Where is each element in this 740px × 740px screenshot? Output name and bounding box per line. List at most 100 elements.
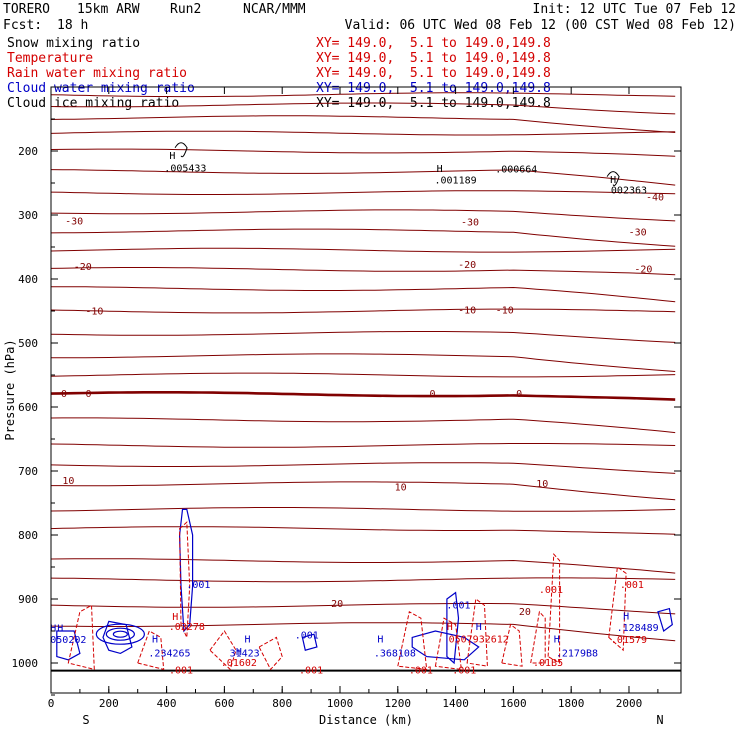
isotherm-line xyxy=(51,92,676,98)
cloud-water-contour xyxy=(56,630,81,661)
isotherm-line xyxy=(51,507,676,512)
isotherm-label: -30 xyxy=(65,216,83,227)
maximum-value-label: .001189 xyxy=(435,175,477,186)
x-tick-label: 1200 xyxy=(385,697,412,710)
isotherm-line xyxy=(51,372,676,378)
high-marker: H xyxy=(50,623,56,634)
temperature-contours xyxy=(51,92,681,672)
header-fcst-label: Fcst: xyxy=(3,18,43,33)
x-tick-label: 400 xyxy=(157,697,177,710)
maximum-value-label: .01B5 xyxy=(533,658,563,669)
high-marker: H xyxy=(437,164,443,175)
isotherm-label: 10 xyxy=(62,476,74,487)
header-model: TORERO xyxy=(3,2,50,17)
isotherm-label: 0 xyxy=(429,389,435,400)
isotherm-line xyxy=(51,169,676,186)
header-run: Run2 xyxy=(170,2,202,17)
cloud-water-contour xyxy=(301,633,318,651)
high-marker: H xyxy=(447,622,453,633)
cloud-water-contours xyxy=(56,508,673,665)
high-marker: H xyxy=(476,622,482,633)
y-tick-label: 600 xyxy=(18,401,38,414)
isotherm-line xyxy=(51,462,676,474)
isotherm-label: 10 xyxy=(536,479,548,490)
y-tick-label: 700 xyxy=(18,465,38,478)
rain-water-contour xyxy=(434,617,462,670)
y-tick-label: 400 xyxy=(18,273,38,286)
x-axis-ticks: 0 200 400 600 800 1000 1200 1400 1600 1800 2000 xyxy=(48,87,659,710)
x-tick-label: 1800 xyxy=(558,697,585,710)
y-tick-label: 500 xyxy=(18,337,38,350)
isotherm-line xyxy=(51,481,676,501)
rain-water-contour xyxy=(258,636,283,671)
cloud-water-core xyxy=(105,627,135,641)
high-marker: H xyxy=(377,634,383,645)
maximum-value-label: 050202 xyxy=(50,635,86,646)
cloud-ice-contour xyxy=(606,171,620,187)
header-org: NCAR/MMM xyxy=(243,2,306,17)
field-name-cloud-water: Cloud water mixing ratio xyxy=(7,81,195,96)
isotherm-line xyxy=(51,558,676,574)
maximum-value-label: .001 xyxy=(539,585,563,596)
isotherm-label: -30 xyxy=(629,227,647,238)
north-label: N xyxy=(656,713,663,727)
contour-labels: -40 -30 -30 -30 -20 -20 -20 -10 -10 -10 0 0 0 0 10 10 10… xyxy=(50,151,664,677)
x-axis-title: Distance (km) xyxy=(319,713,413,727)
isotherm-line xyxy=(51,443,676,448)
maximum-value-label: .000664 xyxy=(495,165,537,176)
field-name-temperature: Temperature xyxy=(7,51,94,66)
rain-water-contour xyxy=(501,623,523,667)
cloud-ice-contour xyxy=(174,142,188,158)
header-init: Init: 12 UTC Tue 07 Feb 12 xyxy=(532,2,737,17)
high-marker: H xyxy=(152,634,158,645)
isotherm-line xyxy=(51,308,676,314)
x-tick-label: 800 xyxy=(272,697,292,710)
cloud-water-contour xyxy=(446,591,460,665)
isotherm-label: -30 xyxy=(461,218,479,229)
field-xy-temperature: XY= 149.0, 5.1 to 149.0,149.8 xyxy=(316,51,551,66)
maximum-value-label: .03278 xyxy=(169,622,205,633)
rain-water-contour xyxy=(67,604,95,671)
x-tick-label: 2000 xyxy=(616,697,643,710)
field-xy-rain: XY= 149.0, 5.1 to 149.0,149.8 xyxy=(316,66,551,81)
isotherm-label: 0 xyxy=(61,389,67,400)
maximum-value-label: .001 xyxy=(295,630,319,641)
cloud-water-core xyxy=(95,623,145,645)
y-tick-label: 200 xyxy=(18,145,38,158)
high-marker: H xyxy=(57,623,63,634)
isotherm-label: 10 xyxy=(395,483,407,494)
isotherm-label: -10 xyxy=(85,307,103,318)
plot-frame xyxy=(50,86,682,694)
rain-water-contour xyxy=(397,611,428,670)
maximum-value-label: .01602 xyxy=(221,658,257,669)
south-label: S xyxy=(82,713,89,727)
y-tick-label: 300 xyxy=(18,209,38,222)
maximum-value-label: .01579 xyxy=(611,635,647,646)
maximum-value-label: 002363 xyxy=(611,186,647,197)
maximum-value-label: .368108 xyxy=(374,648,416,659)
isotherm-line xyxy=(51,417,676,434)
y-tick-label: 1000 xyxy=(12,657,39,670)
x-tick-label: 1400 xyxy=(442,697,469,710)
isotherm-line xyxy=(51,391,676,401)
cloud-water-contour xyxy=(178,508,194,633)
cloud-water-contour xyxy=(657,607,673,632)
maximum-value-label: .001 xyxy=(169,666,193,677)
maximum-value-label: .128489 xyxy=(617,623,659,634)
high-marker: H xyxy=(244,634,250,645)
isotherm-line xyxy=(51,526,676,535)
maximum-value-label: .001 xyxy=(409,666,433,677)
isotherm-label: 20 xyxy=(519,607,531,618)
maximum-value-label: .001 xyxy=(620,580,644,591)
cloud-water-contour xyxy=(411,630,480,661)
maximum-value-label: 31423 xyxy=(230,648,260,659)
x-tick-label: 600 xyxy=(214,697,234,710)
isotherm-label: -10 xyxy=(496,305,514,316)
field-xy-cloud-water: XY= 149.0, 5.1 to 149.0,149.8 xyxy=(316,81,551,96)
field-name-rain: Rain water mixing ratio xyxy=(7,66,188,81)
maximum-value-label: .234265 xyxy=(148,648,190,659)
isotherm-label: -20 xyxy=(634,264,652,275)
isotherm-label: 0 xyxy=(516,389,522,400)
isotherm-line xyxy=(51,115,676,133)
